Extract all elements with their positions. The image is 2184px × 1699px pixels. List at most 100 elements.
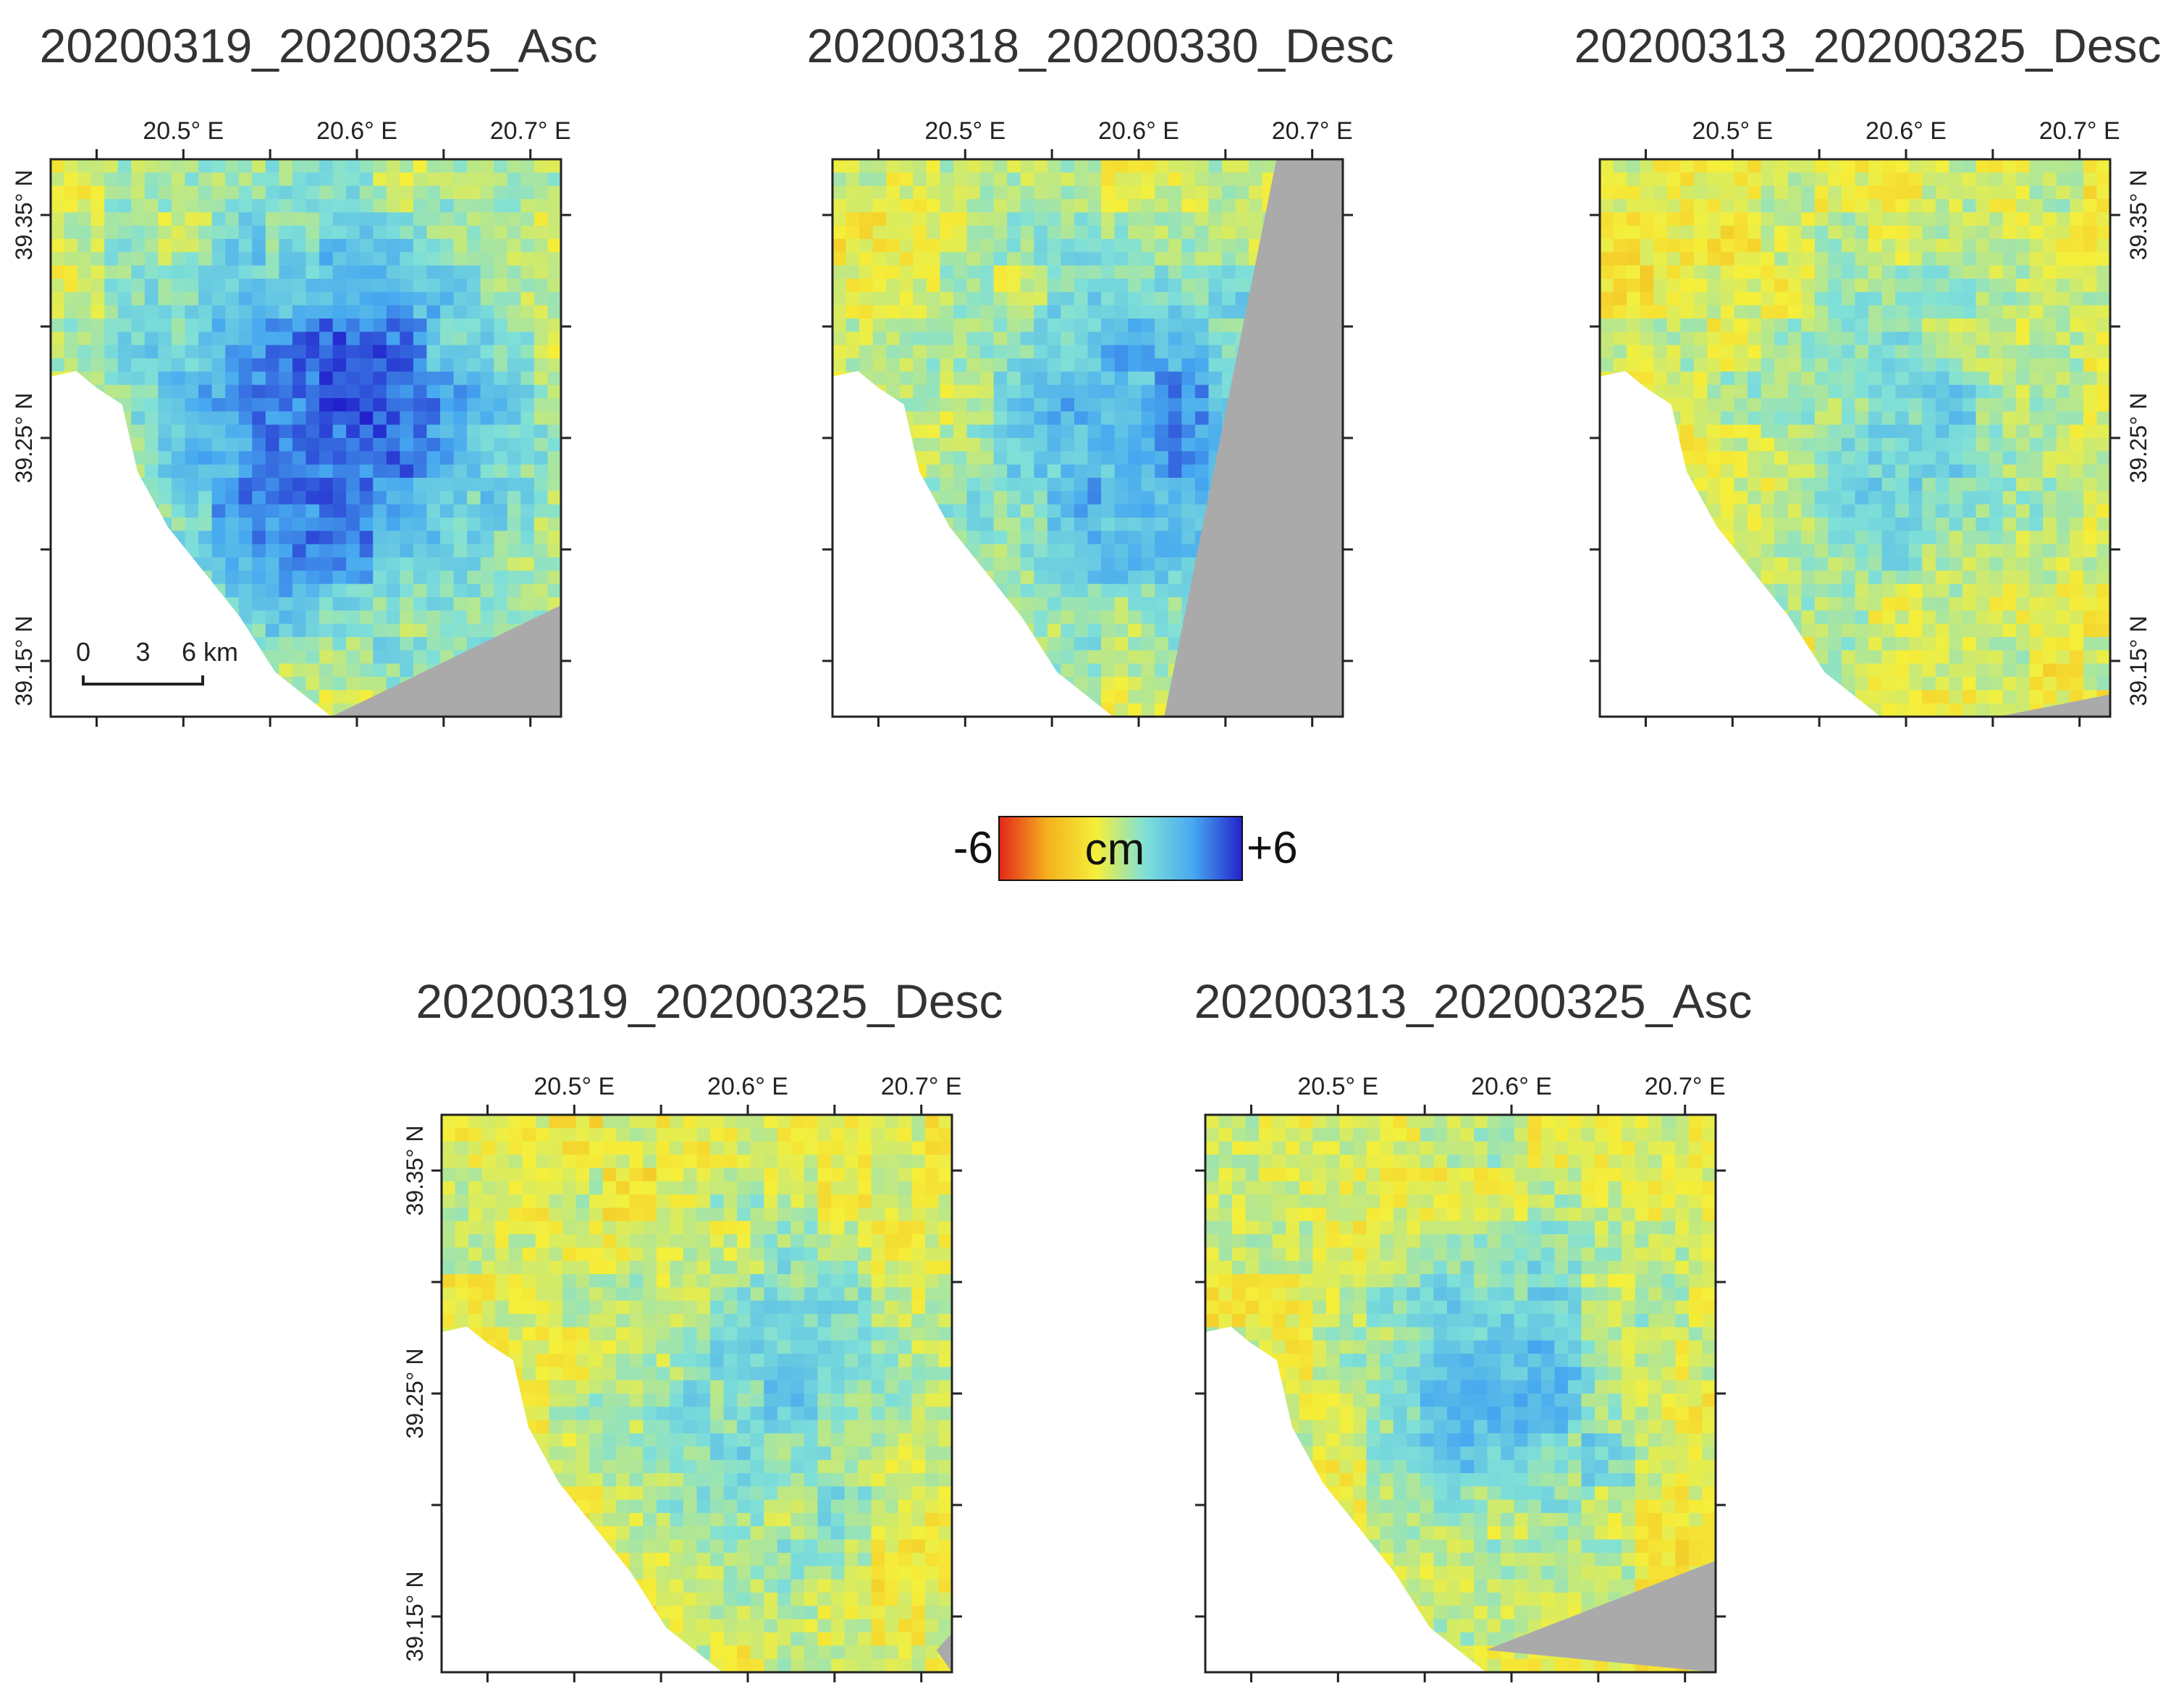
displacement-cell <box>1168 518 1182 531</box>
displacement-cell <box>1881 663 1896 678</box>
displacement-cell <box>1922 358 1936 372</box>
displacement-cell <box>1640 239 1654 253</box>
displacement-cell <box>359 384 374 399</box>
displacement-cell <box>252 451 266 465</box>
displacement-cell <box>1747 398 1762 412</box>
displacement-cell <box>1707 464 1721 478</box>
displacement-cell <box>373 637 387 651</box>
displacement-cell <box>534 570 549 585</box>
displacement-cell <box>1962 212 1977 227</box>
displacement-cell <box>494 398 508 412</box>
displacement-cell <box>1101 690 1116 704</box>
displacement-cell <box>386 531 400 545</box>
displacement-cell <box>1155 292 1169 306</box>
displacement-cell <box>1128 279 1142 292</box>
displacement-cell <box>332 557 347 571</box>
displacement-cell <box>2043 411 2057 426</box>
displacement-cell <box>1761 464 1775 478</box>
displacement-cell <box>1034 265 1048 279</box>
panel-title: 20200319_20200325_Desc <box>416 974 1003 1028</box>
displacement-cell <box>980 518 995 531</box>
displacement-cell <box>1949 518 1963 531</box>
displacement-cell <box>1949 570 1963 585</box>
displacement-cell <box>238 424 253 439</box>
displacement-cell <box>51 279 65 292</box>
displacement-cell <box>1181 384 1196 399</box>
displacement-cell <box>413 464 428 478</box>
displacement-cell <box>386 597 400 611</box>
displacement-cell <box>1640 199 1654 213</box>
displacement-cell <box>400 650 414 665</box>
displacement-cell <box>1908 491 1923 505</box>
displacement-cell <box>2002 239 2017 253</box>
displacement-cell <box>77 172 92 187</box>
displacement-cell <box>1801 504 1816 518</box>
displacement-cell <box>238 504 253 518</box>
displacement-cell <box>1087 172 1102 187</box>
displacement-field <box>51 159 561 717</box>
displacement-cell <box>1908 438 1923 452</box>
displacement-cell <box>1208 358 1223 372</box>
displacement-cell <box>292 491 307 505</box>
displacement-cell <box>279 159 293 173</box>
displacement-cell <box>1208 371 1223 386</box>
displacement-cell <box>1128 398 1142 412</box>
displacement-cell <box>1680 305 1695 319</box>
displacement-cell <box>1155 583 1169 598</box>
displacement-cell <box>1640 225 1654 240</box>
displacement-cell <box>1034 504 1048 518</box>
displacement-cell <box>1087 384 1102 399</box>
displacement-cell <box>51 185 65 200</box>
displacement-cell <box>899 252 914 266</box>
displacement-cell <box>1181 305 1196 319</box>
displacement-cell <box>2096 172 2110 187</box>
displacement-cell <box>1935 172 1949 187</box>
displacement-cell <box>1666 199 1681 213</box>
displacement-cell <box>1855 279 1869 292</box>
displacement-cell <box>1168 305 1182 319</box>
displacement-cell <box>185 464 199 478</box>
displacement-cell <box>198 557 213 571</box>
displacement-cell <box>1908 265 1923 279</box>
displacement-cell <box>480 451 494 465</box>
displacement-cell <box>1627 252 1641 266</box>
displacement-cell <box>1895 504 1910 518</box>
displacement-cell <box>980 239 995 253</box>
displacement-cell <box>467 332 481 346</box>
displacement-cell <box>1155 305 1169 319</box>
displacement-cell <box>1114 185 1129 200</box>
displacement-cell <box>616 1115 631 1129</box>
displacement-cell <box>373 518 387 531</box>
displacement-cell <box>305 557 320 571</box>
displacement-cell <box>1074 225 1089 240</box>
displacement-cell <box>993 319 1008 332</box>
displacement-cell <box>305 650 320 665</box>
displacement-cell <box>1787 478 1802 492</box>
displacement-cell <box>185 265 199 279</box>
displacement-cell <box>1828 623 1842 638</box>
displacement-cell <box>953 424 968 439</box>
displacement-cell <box>1774 504 1789 518</box>
displacement-cell <box>1194 332 1210 346</box>
displacement-cell <box>400 597 414 611</box>
displacement-cell <box>265 491 279 505</box>
displacement-cell <box>2016 438 2031 452</box>
displacement-cell <box>481 1128 496 1142</box>
displacement-cell <box>2002 464 2017 478</box>
displacement-cell <box>1814 544 1829 558</box>
displacement-cell <box>1249 199 1263 213</box>
displacement-cell <box>1074 424 1089 439</box>
displacement-cell <box>494 185 508 200</box>
displacement-cell <box>1734 438 1748 452</box>
displacement-cell <box>346 504 361 518</box>
displacement-cell <box>1855 597 1869 611</box>
displacement-cell <box>710 1128 725 1142</box>
displacement-cell <box>1680 319 1695 332</box>
displacement-cell <box>534 358 549 372</box>
displacement-cell <box>1074 583 1089 598</box>
displacement-cell <box>1640 252 1654 266</box>
displacement-cell <box>292 438 307 452</box>
displacement-cell <box>346 332 361 346</box>
displacement-cell <box>1653 212 1668 227</box>
displacement-cell <box>305 597 320 611</box>
